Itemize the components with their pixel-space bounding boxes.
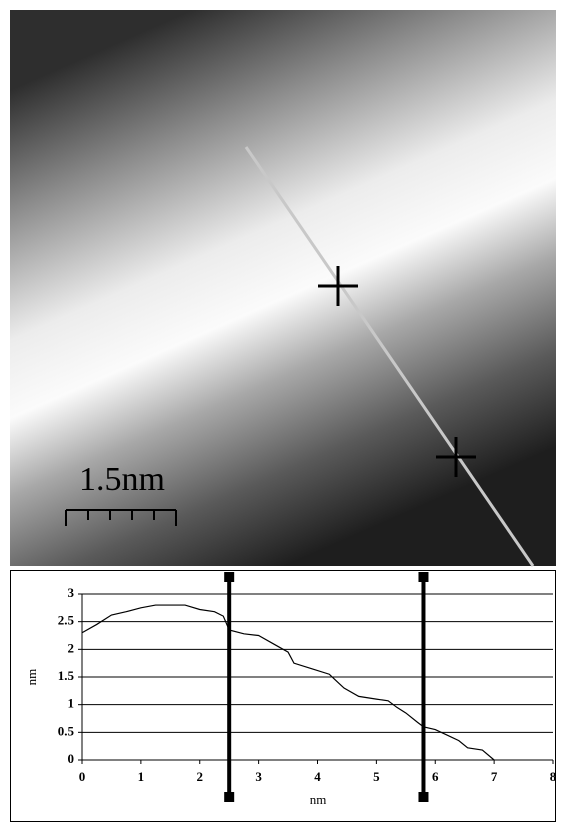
x-tick-label: 1 (138, 769, 145, 784)
x-tick-label: 0 (79, 769, 86, 784)
cursor (418, 572, 428, 802)
y-tick-label: 0.5 (58, 723, 75, 738)
y-axis-label: nm (24, 669, 39, 686)
cursor-handle (418, 572, 428, 582)
x-tick-label: 8 (550, 769, 557, 784)
cursor (224, 572, 234, 802)
cursor-handle (224, 792, 234, 802)
cursor-handle (224, 572, 234, 582)
y-tick-label: 1 (68, 696, 75, 711)
y-tick-label: 2.5 (58, 613, 75, 628)
x-tick-label: 2 (197, 769, 204, 784)
figure: 1.5nm nm nm 0 0.5 1 1.5 2 2.5 3 0 1 2 3 4 5 6 7 8 (0, 0, 561, 823)
x-axis-label: nm (310, 792, 327, 807)
cursor-handle (418, 792, 428, 802)
x-tick-label: 6 (432, 769, 439, 784)
x-tick-label: 7 (491, 769, 498, 784)
y-tick-label: 3 (68, 585, 75, 600)
x-tick-label: 3 (255, 769, 262, 784)
scale-bar-label: 1.5nm (79, 461, 165, 498)
y-tick-label: 0 (68, 751, 75, 766)
y-tick-label: 1.5 (58, 668, 75, 683)
x-tick-label: 4 (314, 769, 321, 784)
x-tick-label: 5 (373, 769, 380, 784)
profile-line (82, 605, 494, 760)
y-tick-label: 2 (68, 640, 75, 655)
stm-image: 1.5nm (10, 10, 556, 566)
chart-frame (11, 571, 556, 822)
